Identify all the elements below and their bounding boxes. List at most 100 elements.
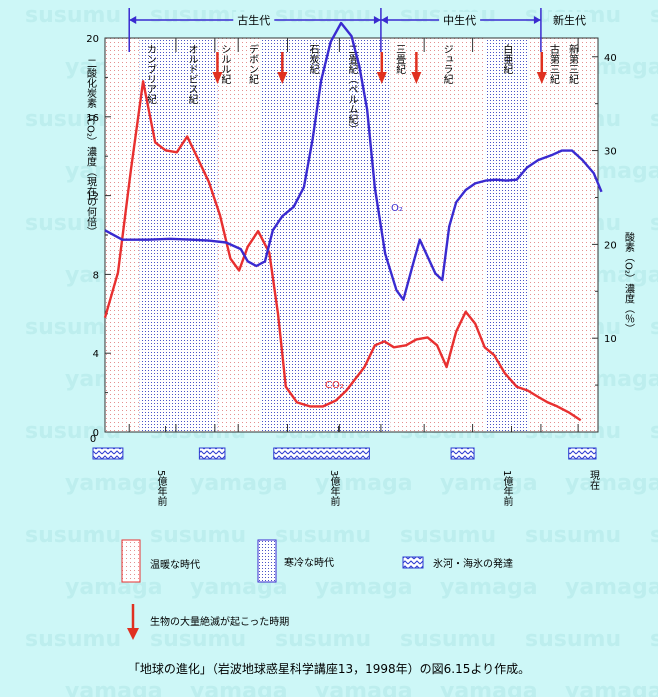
right-axis-label: 酸素（O₂）濃度（％） [623, 231, 635, 334]
watermark-text: yamaga [440, 575, 538, 600]
period-label: 石炭紀 [307, 44, 319, 74]
x-tick-label: 5億年前 [155, 470, 167, 507]
era-arrow-head [380, 16, 388, 24]
right-axis: 10 20 30 40 酸素（O₂）濃度（％） [592, 53, 635, 386]
period-label: 古第三紀 [548, 43, 560, 84]
watermark-text: yamaga [65, 575, 163, 600]
period-label: 白亜紀 [501, 43, 513, 74]
watermark-text: susumu [525, 523, 621, 548]
watermark-text: susumu [650, 523, 658, 548]
glaciation-markers [92, 447, 597, 460]
period-label: オルドビス紀 [186, 44, 198, 104]
watermark-text: yamaga [315, 471, 413, 496]
x-tick-label: 3億年前 [328, 470, 340, 507]
legend-extinction-head [127, 628, 139, 640]
extinction-arrow-head [212, 72, 223, 84]
watermark-text: yamaga [65, 679, 163, 697]
glaciation-marker [568, 447, 597, 460]
watermark-text: yamaga [565, 679, 658, 697]
watermark-text: susumu [650, 3, 658, 28]
watermark-text: susumu [150, 3, 246, 28]
series-line-o2 [104, 21, 603, 301]
watermark-text: susumu [25, 627, 121, 652]
cold-band [485, 38, 529, 432]
legend-glacier-label: 氷河・海氷の発達 [433, 557, 513, 570]
warm-band [390, 38, 486, 432]
left-tick-label: 12 [86, 192, 99, 203]
o2-label: O₂ [391, 203, 403, 214]
watermark-text: susumu [650, 627, 658, 652]
period-label: デボン紀 [247, 43, 259, 84]
watermark-text: susumu [275, 3, 371, 28]
era-arrow-head [533, 16, 541, 24]
era-label-bg [439, 12, 481, 27]
period-label: ジュラ紀 [441, 44, 453, 84]
series-line-co2 [103, 80, 582, 422]
era-label-bg [548, 12, 590, 27]
watermark-text: yamaga [440, 679, 538, 697]
x-tick-label: 現在 [588, 470, 600, 490]
extinction-arrow-head [411, 72, 422, 84]
glaciation-marker [92, 447, 124, 460]
period-label: 二畳紀（ペルム紀） [346, 44, 358, 134]
right-tick-label: 10 [604, 334, 617, 345]
watermark-text: susumu [25, 523, 121, 548]
legend-cold-label: 寒冷な時代 [284, 556, 334, 569]
series [103, 21, 603, 422]
cold-band [139, 38, 218, 432]
watermark-text: yamaga [565, 471, 658, 496]
era-label: 中生代 [443, 13, 476, 27]
x-tick-label: 1億年前 [501, 470, 513, 507]
extinction-arrow-head [376, 72, 387, 84]
watermark-text: susumu [150, 627, 246, 652]
era-bar: 古生代 中生代 新生代 [128, 8, 590, 52]
watermark-text: yamaga [565, 575, 658, 600]
right-tick-label: 20 [604, 240, 617, 251]
cold-band [260, 38, 391, 432]
era-arrow-head [129, 16, 137, 24]
right-tick-label: 30 [604, 147, 617, 158]
era-label: 古生代 [237, 13, 270, 27]
climate-bands [105, 38, 598, 432]
period-label: カンブリア紀 [144, 44, 156, 104]
watermark-text: yamaga [315, 679, 413, 697]
legend-cold-swatch [257, 539, 277, 583]
warm-band [528, 38, 598, 432]
left-axis-label: 二酸化炭素（CO₂）濃度（現在の何倍） [85, 58, 97, 237]
period-labels: カンブリア紀 オルドビス紀 シルル紀 デボン紀 石炭紀 二畳紀（ペルム紀） 三畳紀 ジュラ紀 白… [144, 43, 578, 134]
watermark-text: yamaga [190, 471, 288, 496]
legend-extinction-label: 生物の大量絶滅が起こった時期 [150, 615, 289, 628]
extinction-arrow-head [277, 72, 288, 84]
watermark-text: yamaga [190, 679, 288, 697]
left-tick-label: 0 [93, 428, 99, 439]
glaciation-marker [198, 447, 226, 460]
watermark-text: yamaga [65, 471, 163, 496]
extinction-arrows [212, 52, 547, 84]
legend-warm-swatch [121, 539, 141, 583]
period-label: 新第三紀 [567, 43, 579, 84]
watermark-text: susumu [650, 315, 658, 340]
source-caption: 「地球の進化」（岩波地球惑星科学講座13，1998年）の図6.15より作成。 [127, 662, 531, 676]
era-arrow-head [373, 16, 381, 24]
co2-label: CO₂ [325, 380, 344, 391]
era-label-bg [233, 12, 275, 27]
left-tick-label: 16 [86, 113, 99, 124]
watermark-text: susumu [400, 523, 496, 548]
watermark-text: susumu [525, 627, 621, 652]
glaciation-marker [450, 447, 475, 460]
right-tick-label: 40 [604, 53, 617, 64]
left-zero-label: 0 [90, 434, 96, 445]
watermark-text: susumu [150, 523, 246, 548]
era-label: 新生代 [553, 13, 586, 27]
watermark-text: yamaga [315, 575, 413, 600]
watermark-text: susumu [650, 107, 658, 132]
watermark-text: yamaga [440, 471, 538, 496]
left-tick-label: 4 [93, 349, 99, 360]
x-axis-ticks: 0 5億年前 3億年前 1億年前 現在 [90, 426, 600, 507]
watermark-text: susumu [275, 523, 371, 548]
glaciation-marker [273, 447, 370, 460]
watermark-text: susumu [650, 211, 658, 236]
watermark-text: susumu [400, 627, 496, 652]
